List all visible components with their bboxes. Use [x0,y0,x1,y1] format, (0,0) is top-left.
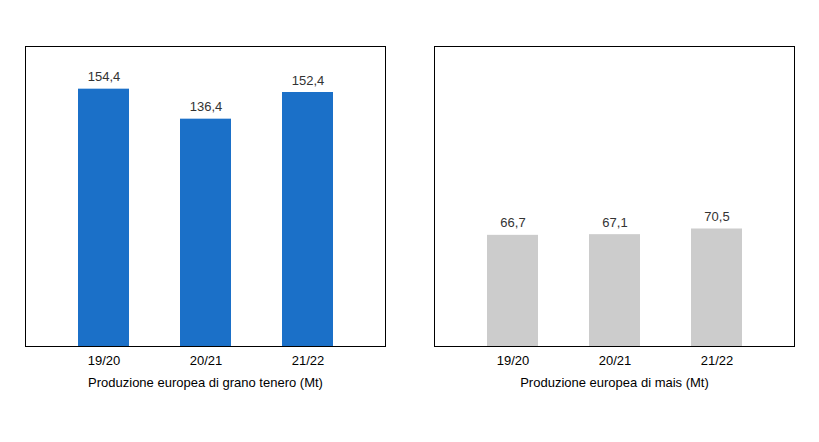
svg-text:136,4: 136,4 [189,99,222,114]
svg-text:66,7: 66,7 [501,215,526,230]
svg-text:154,4: 154,4 [87,69,120,84]
svg-text:152,4: 152,4 [291,73,324,88]
svg-text:20/21: 20/21 [189,353,222,368]
svg-text:70,5: 70,5 [705,209,730,224]
svg-text:Produzione europea di grano te: Produzione europea di grano tenero (Mt) [88,375,323,390]
svg-text:20/21: 20/21 [599,353,632,368]
svg-text:21/22: 21/22 [701,353,734,368]
svg-text:19/20: 19/20 [497,353,530,368]
svg-text:19/20: 19/20 [87,353,120,368]
svg-text:Produzione europea di mais (Mt: Produzione europea di mais (Mt) [520,375,709,390]
svg-text:67,1: 67,1 [603,215,628,230]
svg-text:21/22: 21/22 [291,353,324,368]
